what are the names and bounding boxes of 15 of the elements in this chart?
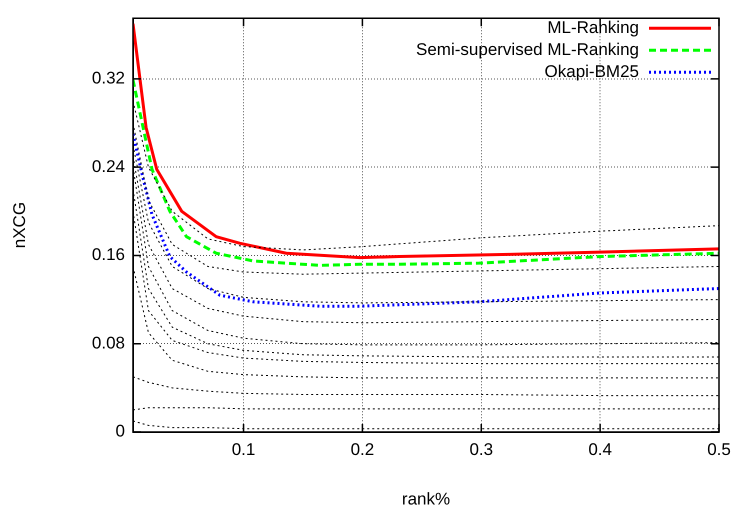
x-tick-label: 0.1 xyxy=(232,440,256,459)
x-tick-label: 0.5 xyxy=(707,440,731,459)
x-tick-label: 0.2 xyxy=(350,440,374,459)
legend-label: ML-Ranking xyxy=(547,18,639,37)
legend-label: Okapi-BM25 xyxy=(544,62,639,81)
y-tick-label: 0.24 xyxy=(92,156,125,176)
y-tick-label: 0 xyxy=(116,422,125,441)
y-tick-label: 0.32 xyxy=(92,68,125,88)
x-tick-label: 0.3 xyxy=(469,440,494,459)
y-tick-label: 0.08 xyxy=(92,333,125,352)
legend-label: Semi-supervised ML-Ranking xyxy=(416,40,639,59)
y-tick-label: 0.16 xyxy=(92,245,125,264)
y-axis-title: nXCG xyxy=(10,202,29,248)
x-tick-label: 0.4 xyxy=(588,440,612,459)
x-axis-title: rank% xyxy=(402,489,450,508)
